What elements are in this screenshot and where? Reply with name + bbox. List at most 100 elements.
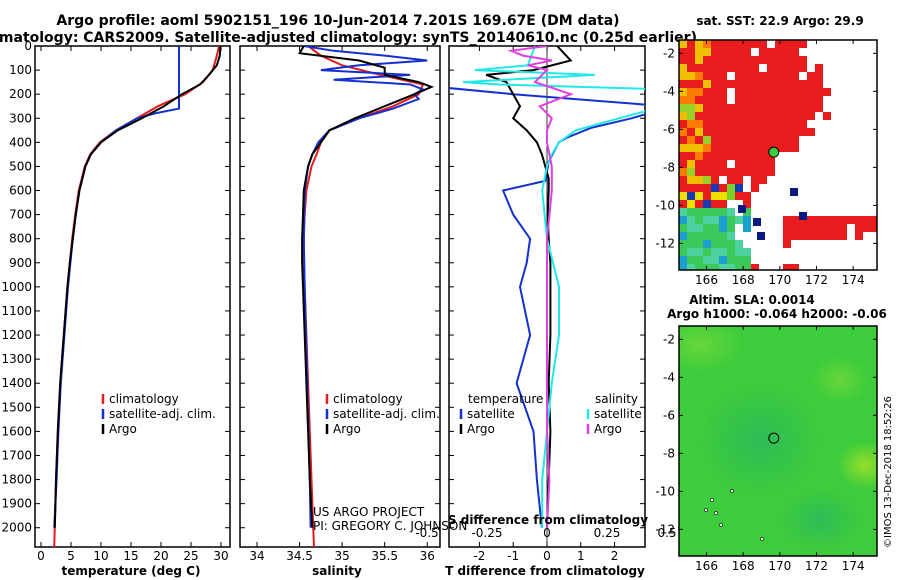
sst-map-cell <box>871 232 877 240</box>
sst-map-cell <box>687 160 695 168</box>
sst-map-cell <box>703 48 711 56</box>
sst-map-cell <box>751 160 759 168</box>
legend-label: climatology <box>333 392 403 406</box>
difference-x-tick-label: 2 <box>611 549 619 563</box>
sst-map-cell <box>791 96 799 104</box>
sst-map-cell <box>751 168 759 176</box>
sst-map-cell <box>703 248 711 256</box>
sst-map-cell <box>807 112 815 120</box>
imos-credit: ©IMOS 13-Dec-2018 18:52:26 <box>883 396 894 548</box>
sst-map-cell <box>679 88 687 96</box>
sst-map-cell <box>727 104 735 112</box>
sst-map-cell <box>863 232 871 240</box>
sst-map-cell <box>727 224 735 232</box>
sst-map-cell <box>695 200 703 208</box>
sst-map-cell <box>767 120 775 128</box>
sst-map-cell <box>823 232 831 240</box>
depth-tick-label: 1500 <box>1 400 32 414</box>
sst-map-cell <box>727 64 735 72</box>
sst-map-cell <box>687 240 695 248</box>
sst-map-cell <box>751 88 759 96</box>
sst-map-cell <box>711 136 719 144</box>
sst-map-cell <box>711 216 719 224</box>
sst-map-cell <box>687 184 695 192</box>
sst-map-cell <box>727 192 735 200</box>
sst-map-cell <box>791 264 799 270</box>
sst-map-cell <box>743 56 751 64</box>
sst-map-cell <box>703 128 711 136</box>
sst-map-cell <box>695 72 703 80</box>
sst-map-cell <box>823 112 831 120</box>
sst-map-cell <box>727 168 735 176</box>
sst-map-cell <box>711 232 719 240</box>
sst-map-cell <box>807 216 815 224</box>
sst-map-cell <box>751 264 759 270</box>
sst-map-cell <box>695 64 703 72</box>
sst-map-cell <box>719 152 727 160</box>
sst-map-cell <box>727 72 735 80</box>
sst-map-cell <box>719 248 727 256</box>
sst-map-cell <box>783 264 791 270</box>
temperature-x-tick-label: 20 <box>153 549 168 563</box>
sst-map-cell <box>799 88 807 96</box>
sst-map-cell <box>703 232 711 240</box>
sst-map-cell <box>847 224 855 232</box>
sst-map-cell <box>751 40 759 48</box>
sst-map-cell <box>687 264 695 270</box>
sst-map-cell <box>719 216 727 224</box>
sst-map-cell <box>783 216 791 224</box>
sst-map-cell <box>775 144 783 152</box>
sst-map-cell <box>679 176 687 184</box>
sst-map-cell <box>719 200 727 208</box>
sst-map-cell <box>687 200 695 208</box>
sst-map-cell <box>751 104 759 112</box>
sst-map-cell <box>735 152 743 160</box>
s-difference-axis-label: S difference from climatology <box>448 513 648 527</box>
map-lat-tick-label: -12 <box>655 522 675 536</box>
sst-map-cell <box>775 88 783 96</box>
map-lon-tick-label: 174 <box>842 559 865 573</box>
difference-x-tick-label: -2 <box>473 549 485 563</box>
map-lon-tick-label: 166 <box>695 273 718 287</box>
sst-map-cell <box>679 264 687 270</box>
sst-map-cell <box>719 224 727 232</box>
sst-map-cell <box>711 88 719 96</box>
sst-map-cell <box>727 184 735 192</box>
sst-map-cell <box>759 144 767 152</box>
sst-map-cell <box>711 144 719 152</box>
sla-map-shading <box>679 326 745 373</box>
sst-map-cell <box>735 136 743 144</box>
sst-map-cell <box>767 168 775 176</box>
sst-map-cell <box>703 184 711 192</box>
temperature-x-tick-label: 30 <box>213 549 228 563</box>
sst-map-cell <box>727 208 735 216</box>
sst-map-cell <box>711 56 719 64</box>
sst-map-cell <box>783 56 791 64</box>
figure-title-line2: Climatology: CARS2009. Satellite-adjuste… <box>0 30 697 46</box>
sst-map-cell <box>727 216 735 224</box>
sst-map-cell <box>743 136 751 144</box>
sst-map-cell <box>799 120 807 128</box>
sst-map-cell <box>719 136 727 144</box>
sst-map-cell <box>735 48 743 56</box>
sst-map-cell <box>727 160 735 168</box>
sst-map-cell <box>687 168 695 176</box>
sst-map-cell <box>783 96 791 104</box>
sst-map-cell <box>791 48 799 56</box>
sst-map-cell <box>791 112 799 120</box>
sst-map-cell <box>727 152 735 160</box>
sst-map-cell <box>727 264 735 270</box>
sst-map-cell <box>791 224 799 232</box>
sst-map-cell <box>679 72 687 80</box>
map-lon-tick-label: 166 <box>695 559 718 573</box>
sst-map-cell <box>743 216 751 224</box>
depth-tick-label: 1200 <box>1 328 32 342</box>
sst-map-cell <box>695 256 703 264</box>
sst-map-cell <box>783 136 791 144</box>
sst-map-cell <box>791 232 799 240</box>
sst-map-cell <box>791 56 799 64</box>
sst-map-cell <box>783 40 791 48</box>
temperature-x-tick-label: 0 <box>37 549 45 563</box>
sst-map-cell <box>799 212 807 220</box>
salinity-axis-label: salinity <box>312 564 362 578</box>
